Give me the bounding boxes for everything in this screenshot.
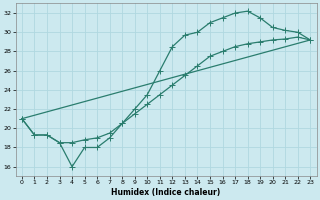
X-axis label: Humidex (Indice chaleur): Humidex (Indice chaleur) (111, 188, 221, 197)
